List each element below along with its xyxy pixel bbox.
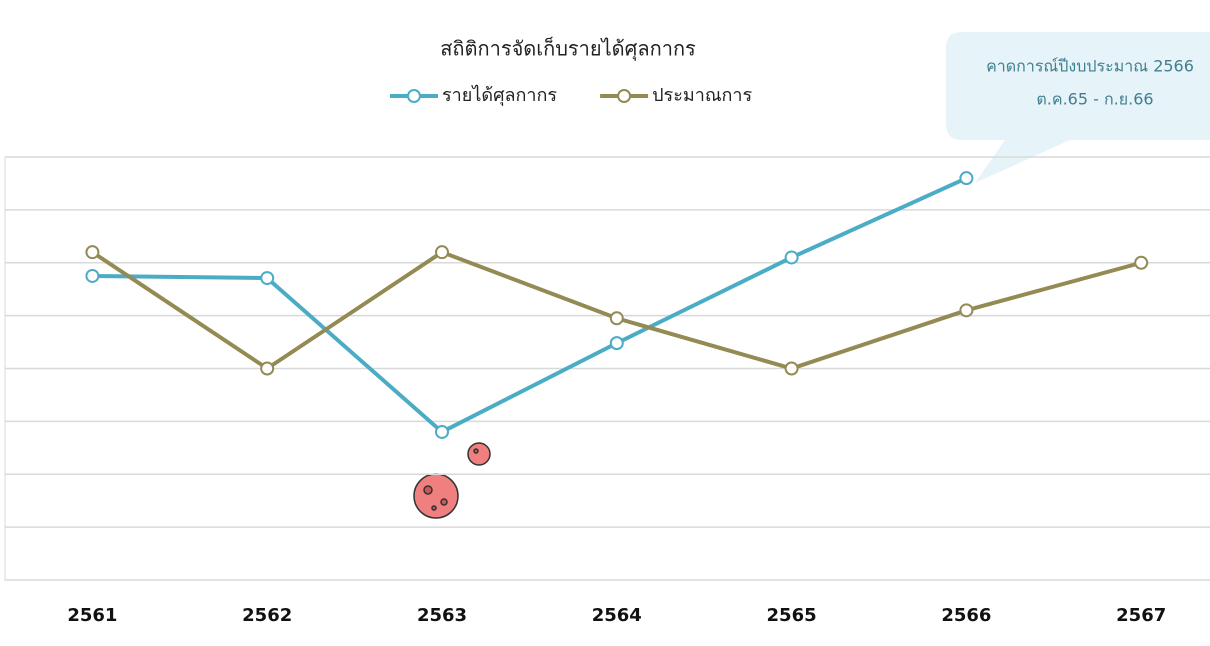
point: [260, 271, 275, 286]
chart-title: สถิติการจัดเก็บรายได้ศุลกากร: [440, 36, 696, 62]
virus-icon: [413, 442, 491, 519]
annotation: คาดการณ์ปีงบประมาณ 2566 ต.ค.65 - ก.ย.66: [946, 32, 1210, 183]
legend-marker: [407, 89, 421, 103]
x-tick-label: 2563: [417, 605, 467, 626]
point: [959, 171, 974, 186]
legend-marker: [617, 89, 632, 103]
annotation-text: คาดการณ์ปีงบประมาณ 2566: [986, 57, 1194, 76]
point: [609, 336, 624, 351]
point: [260, 361, 275, 376]
callout-box: [946, 32, 1210, 183]
point: [435, 245, 449, 260]
x-tick-label: 2564: [592, 605, 642, 626]
series-line: [91, 249, 1142, 371]
point: [784, 250, 799, 265]
legend: รายได้ศุลกากร ประมาณการ: [390, 84, 753, 106]
point: [85, 245, 100, 260]
x-tick-label: 2565: [767, 605, 817, 626]
x-tick-label: 2562: [242, 605, 292, 626]
point: [609, 311, 624, 326]
annotation-text: ต.ค.65 - ก.ย.66: [1036, 90, 1153, 109]
x-tick-label: 2561: [67, 605, 117, 626]
legend-label: ประมาณการ: [652, 85, 752, 106]
point: [1134, 255, 1149, 270]
series-line: [92, 176, 968, 435]
point: [435, 424, 449, 439]
point: [85, 268, 100, 283]
point: [959, 303, 974, 318]
point: [784, 361, 799, 376]
x-tick-label: 2567: [1116, 605, 1166, 626]
x-tick-label: 2566: [941, 605, 991, 626]
legend-label: รายได้ศุลกากร: [442, 84, 557, 106]
